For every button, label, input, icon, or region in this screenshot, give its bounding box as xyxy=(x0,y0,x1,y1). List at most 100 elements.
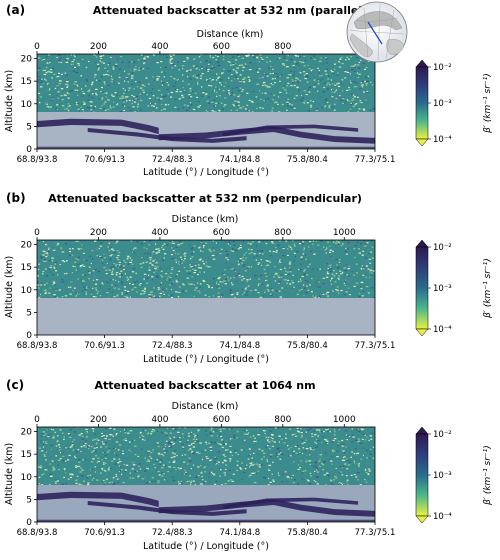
noise-speck xyxy=(161,81,164,83)
noise-speck xyxy=(177,467,180,469)
noise-speck xyxy=(320,449,323,451)
noise-speck xyxy=(225,444,227,446)
noise-speck xyxy=(335,89,337,91)
noise-speck xyxy=(128,81,131,83)
noise-speck xyxy=(271,241,274,243)
noise-speck xyxy=(261,458,263,460)
noise-speck xyxy=(196,96,198,98)
noise-speck xyxy=(45,448,48,450)
noise-speck xyxy=(223,280,226,282)
noise-speck xyxy=(96,70,99,72)
noise-speck xyxy=(279,268,282,271)
noise-speck xyxy=(368,248,371,251)
noise-speck xyxy=(145,77,148,79)
noise-speck xyxy=(144,278,147,280)
noise-speck xyxy=(278,281,281,283)
noise-speck xyxy=(179,262,182,264)
noise-speck xyxy=(246,291,248,293)
noise-speck xyxy=(321,441,323,443)
noise-speck xyxy=(322,464,325,466)
noise-speck xyxy=(219,79,223,81)
noise-speck xyxy=(39,447,41,449)
noise-speck xyxy=(125,255,128,257)
noise-speck xyxy=(346,481,348,483)
noise-speck xyxy=(205,261,207,263)
noise-speck xyxy=(144,268,147,270)
noise-speck xyxy=(260,274,263,276)
noise-speck xyxy=(307,64,309,67)
noise-speck xyxy=(306,274,309,276)
noise-speck xyxy=(362,62,366,65)
noise-speck xyxy=(233,438,236,440)
noise-speck xyxy=(254,275,257,277)
noise-speck xyxy=(75,435,77,437)
noise-speck xyxy=(230,277,232,279)
noise-speck xyxy=(256,69,258,71)
noise-speck xyxy=(86,295,88,297)
noise-speck xyxy=(265,77,267,79)
noise-speck xyxy=(265,85,268,87)
noise-speck xyxy=(250,94,252,96)
noise-speck xyxy=(311,469,314,471)
noise-speck xyxy=(213,455,217,457)
noise-speck xyxy=(127,81,129,83)
noise-speck xyxy=(156,271,159,273)
noise-speck xyxy=(288,249,291,251)
noise-speck xyxy=(319,432,322,434)
noise-speck xyxy=(172,85,175,87)
noise-speck xyxy=(320,57,322,59)
noise-speck xyxy=(350,240,353,242)
noise-speck xyxy=(139,93,141,95)
noise-speck xyxy=(170,96,173,98)
noise-speck xyxy=(45,256,48,258)
noise-speck xyxy=(58,444,61,446)
noise-speck xyxy=(345,247,347,249)
noise-speck xyxy=(229,292,232,294)
noise-speck xyxy=(148,294,151,296)
noise-speck xyxy=(88,251,90,253)
noise-speck xyxy=(83,443,86,445)
noise-speck xyxy=(188,461,190,463)
noise-speck xyxy=(67,459,70,461)
noise-speck xyxy=(225,464,228,466)
noise-speck xyxy=(135,273,138,275)
colorbar-label-b: β′ (km⁻¹ sr⁻¹) xyxy=(483,258,493,319)
noise-speck xyxy=(118,70,121,72)
noise-speck xyxy=(142,91,145,93)
noise-speck xyxy=(264,432,266,435)
noise-speck xyxy=(235,288,237,290)
noise-speck xyxy=(157,251,160,253)
noise-speck xyxy=(54,242,57,244)
noise-speck xyxy=(69,254,71,256)
noise-speck xyxy=(217,278,220,280)
noise-speck xyxy=(289,269,292,271)
y-tick-label: 15 xyxy=(21,263,32,273)
noise-speck xyxy=(95,98,97,100)
noise-speck xyxy=(368,258,372,260)
noise-speck xyxy=(150,92,153,94)
noise-speck xyxy=(142,293,146,295)
noise-speck xyxy=(99,484,103,486)
noise-speck xyxy=(361,470,363,472)
noise-speck xyxy=(169,60,172,62)
noise-speck xyxy=(206,457,209,459)
noise-speck xyxy=(300,460,303,462)
noise-speck xyxy=(38,263,40,265)
noise-speck xyxy=(191,268,194,270)
noise-speck xyxy=(71,63,73,65)
noise-speck xyxy=(133,445,136,447)
noise-speck xyxy=(352,470,355,472)
noise-speck xyxy=(107,269,109,271)
noise-speck xyxy=(124,431,126,433)
noise-speck xyxy=(368,466,371,468)
noise-speck xyxy=(119,273,121,275)
noise-speck xyxy=(216,283,218,285)
noise-speck xyxy=(56,94,58,96)
noise-speck xyxy=(106,254,108,256)
noise-speck xyxy=(145,60,148,62)
noise-speck xyxy=(323,63,325,65)
noise-speck xyxy=(94,93,96,96)
noise-speck xyxy=(357,77,360,79)
noise-speck xyxy=(115,65,118,67)
